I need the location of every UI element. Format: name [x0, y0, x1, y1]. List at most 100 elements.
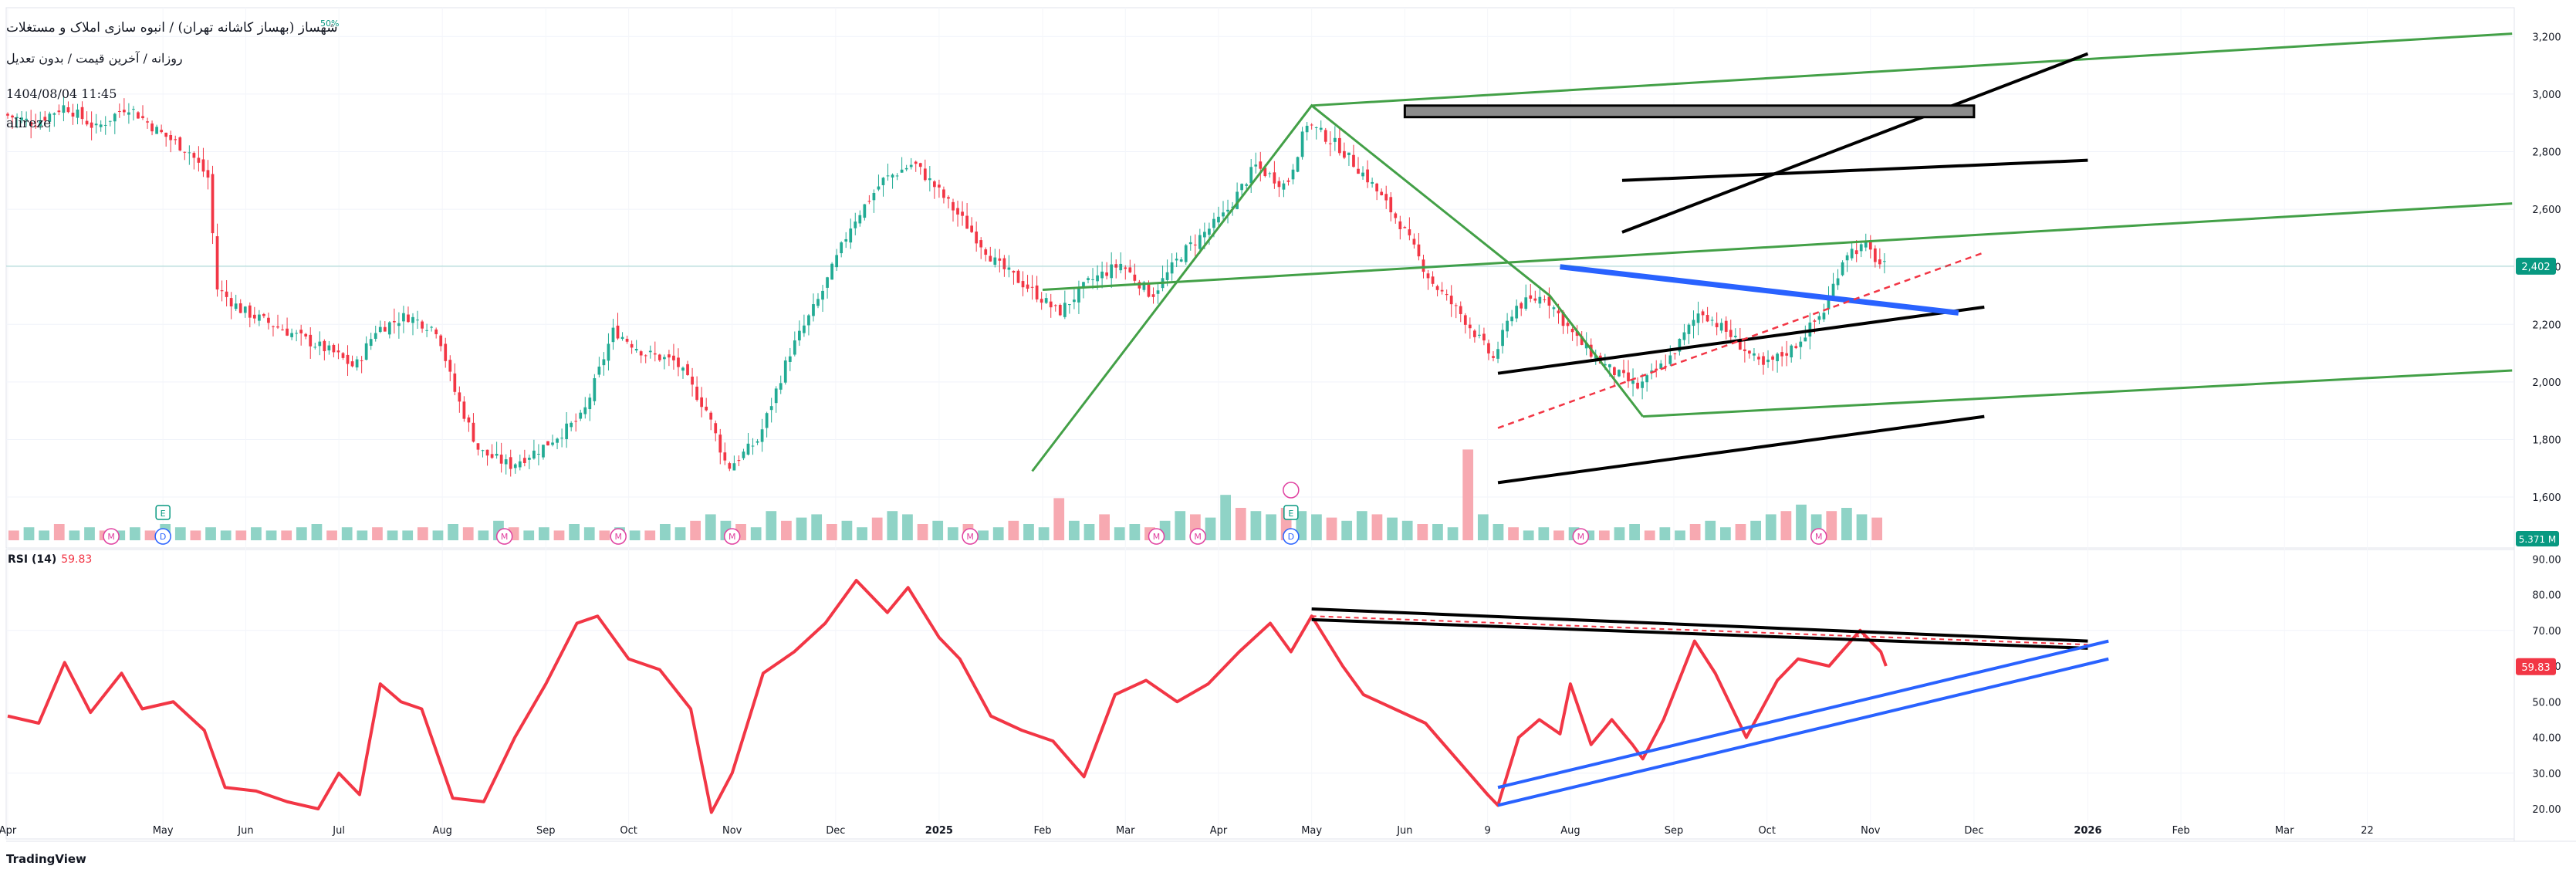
time-tick-label: 2026: [2074, 825, 2101, 837]
candle-body: [1273, 172, 1276, 184]
volume-bar: [251, 527, 262, 540]
candle-body: [961, 211, 964, 216]
candle-body: [1696, 313, 1700, 323]
price-tick-label: 1,600: [2532, 492, 2561, 504]
time-tick-label: Oct: [1758, 825, 1775, 837]
split-marker[interactable]: [1810, 528, 1827, 545]
rsi-legend[interactable]: RSI (14) 59.83: [8, 553, 92, 566]
channel-line-black[interactable]: [1497, 305, 1985, 375]
volume-bar: [947, 527, 958, 540]
candle-body: [350, 361, 354, 367]
candle-body: [812, 304, 815, 316]
earnings-marker[interactable]: [155, 505, 171, 520]
candle-body: [290, 333, 293, 337]
candle-body: [779, 383, 783, 390]
rsi-trendline-blue[interactable]: [1497, 657, 2109, 807]
channel-line-black[interactable]: [1621, 52, 2089, 234]
tradingview-logo[interactable]: TradingView: [6, 852, 86, 866]
candle-body: [234, 303, 238, 309]
drawings[interactable]: [1031, 32, 2513, 485]
price-axis[interactable]: 1,6001,8002,0002,2002,4002,6002,8003,000…: [2532, 32, 2561, 504]
candle-body: [150, 123, 154, 132]
trendline-green[interactable]: [1042, 202, 2513, 292]
candle-body: [374, 333, 377, 339]
event-markers[interactable]: M D E M M M M M M D E M M: [103, 482, 1827, 545]
trendline-blue[interactable]: [1560, 264, 1959, 316]
candle-body: [877, 186, 881, 190]
split-marker[interactable]: [962, 528, 979, 545]
rsi-trendline-black[interactable]: [1311, 617, 2088, 650]
earnings-marker[interactable]: [1283, 505, 1299, 520]
candle-body: [113, 113, 117, 122]
candle-body: [387, 322, 391, 335]
trendline-green[interactable]: [1642, 369, 2513, 418]
rsi-trendline-blue[interactable]: [1497, 639, 2109, 790]
volume-bar: [174, 527, 186, 540]
candle-body: [1067, 304, 1071, 306]
volume-bar: [1750, 520, 1761, 540]
candle-body: [132, 109, 135, 110]
dividend-marker[interactable]: [1283, 528, 1300, 545]
split-marker[interactable]: [1189, 528, 1206, 545]
split-marker[interactable]: [103, 528, 120, 545]
split-marker[interactable]: [1572, 528, 1590, 545]
volume-bar: [887, 511, 898, 540]
trendline-green[interactable]: [1031, 103, 1644, 472]
split-marker[interactable]: [1283, 482, 1300, 499]
candle-body: [1212, 218, 1215, 228]
rsi-legend-value: 59.83: [61, 553, 93, 566]
volume-bar: [1220, 495, 1232, 540]
candle-body: [625, 338, 629, 342]
candle-body: [243, 306, 247, 313]
rsi-drawings[interactable]: [1311, 607, 2109, 807]
rsi-trendline-black[interactable]: [1311, 607, 2088, 643]
channel-line-black[interactable]: [1621, 158, 2088, 182]
candle-body: [1082, 282, 1085, 288]
volume-bar: [265, 530, 277, 540]
volume-bar: [1553, 530, 1564, 540]
split-marker[interactable]: [610, 528, 627, 545]
volume-bar: [357, 530, 368, 540]
event-marker-label: M: [1153, 532, 1161, 542]
time-axis[interactable]: Apr May Jun Jul Aug Sep Oct Nov Dec 2025 Feb Mar Apr…: [0, 825, 2374, 837]
rsi-trendline-red-dashed[interactable]: [1311, 615, 2088, 646]
candle-body: [146, 121, 149, 123]
candle-body: [1506, 320, 1509, 332]
candle-body: [1300, 131, 1304, 157]
volume-bar: [660, 524, 671, 540]
volume-bar: [1508, 527, 1519, 540]
candle-body: [1706, 315, 1709, 322]
candle-body: [1607, 364, 1611, 367]
candle-body: [188, 152, 191, 154]
candle-body: [192, 153, 196, 158]
trendline-green[interactable]: [1311, 32, 2513, 107]
candle-body: [164, 132, 168, 137]
zone-rectangle[interactable]: [1403, 104, 1976, 119]
candle-body: [570, 422, 573, 428]
volume-bar: [235, 530, 247, 540]
time-tick-label: Apr: [0, 825, 17, 837]
volume-bars: [8, 449, 1883, 540]
rsi-tick-label: 40.00: [2532, 733, 2561, 745]
candle-body: [616, 325, 620, 339]
candle-body: [430, 326, 434, 328]
author-name[interactable]: alireze: [6, 116, 52, 131]
rsi-tick-label: 20.00: [2532, 804, 2561, 816]
split-marker[interactable]: [1148, 528, 1165, 545]
price-tick-label: 2,600: [2532, 205, 2561, 216]
split-marker[interactable]: [723, 528, 741, 545]
candle-body: [1831, 283, 1835, 296]
channel-line-black[interactable]: [1497, 414, 1985, 485]
candle-body: [309, 334, 313, 347]
candle-body: [938, 184, 941, 188]
candle-body: [1002, 258, 1006, 269]
dividend-marker[interactable]: [154, 528, 171, 545]
candle-body: [29, 122, 33, 126]
volume-label: 5.371 M: [2519, 534, 2557, 545]
time-tick-label: Dec: [826, 825, 845, 837]
split-marker[interactable]: [495, 528, 513, 545]
time-tick-label: Mar: [2275, 825, 2294, 837]
candle-body: [20, 117, 23, 120]
